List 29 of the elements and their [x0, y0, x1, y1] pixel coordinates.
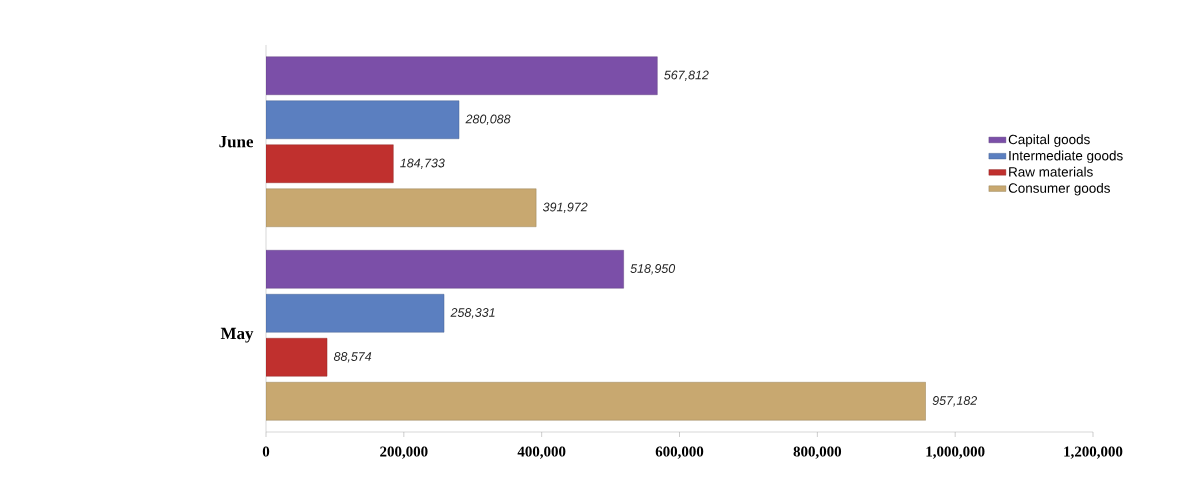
legend-label: Consumer goods — [1008, 182, 1110, 196]
bar — [266, 188, 537, 227]
data-label: 88,574 — [333, 352, 372, 363]
bar — [266, 250, 624, 289]
x-tick-label: 600,000 — [655, 446, 704, 459]
legend-label: Intermediate goods — [1009, 150, 1123, 164]
x-tick-label: 800,000 — [793, 446, 842, 459]
x-tick-label: 400,000 — [517, 446, 566, 459]
x-tick-label: 0 — [262, 446, 270, 457]
bar — [266, 56, 658, 95]
data-label: 258,331 — [450, 308, 495, 319]
x-tick-label: 200,000 — [380, 446, 428, 459]
bar — [266, 144, 394, 183]
data-label: 391,972 — [542, 202, 588, 213]
y-tick-label: June — [219, 136, 254, 148]
legend-label: Capital goods — [1008, 134, 1090, 147]
x-tick-label: 1,200,000 — [1064, 446, 1123, 459]
data-label: 184,733 — [400, 158, 445, 169]
data-label: 280,088 — [465, 114, 511, 125]
bar — [266, 338, 328, 377]
data-label: 957,182 — [932, 396, 978, 407]
y-tick-label: May — [220, 327, 254, 343]
bar — [266, 100, 460, 139]
data-label: 567,812 — [664, 70, 709, 81]
bar — [266, 294, 445, 333]
x-tick-label: 1,000,000 — [926, 446, 985, 459]
data-label: 518,950 — [630, 264, 676, 275]
bar — [266, 382, 926, 421]
legend-label: Raw materials — [1009, 166, 1093, 177]
